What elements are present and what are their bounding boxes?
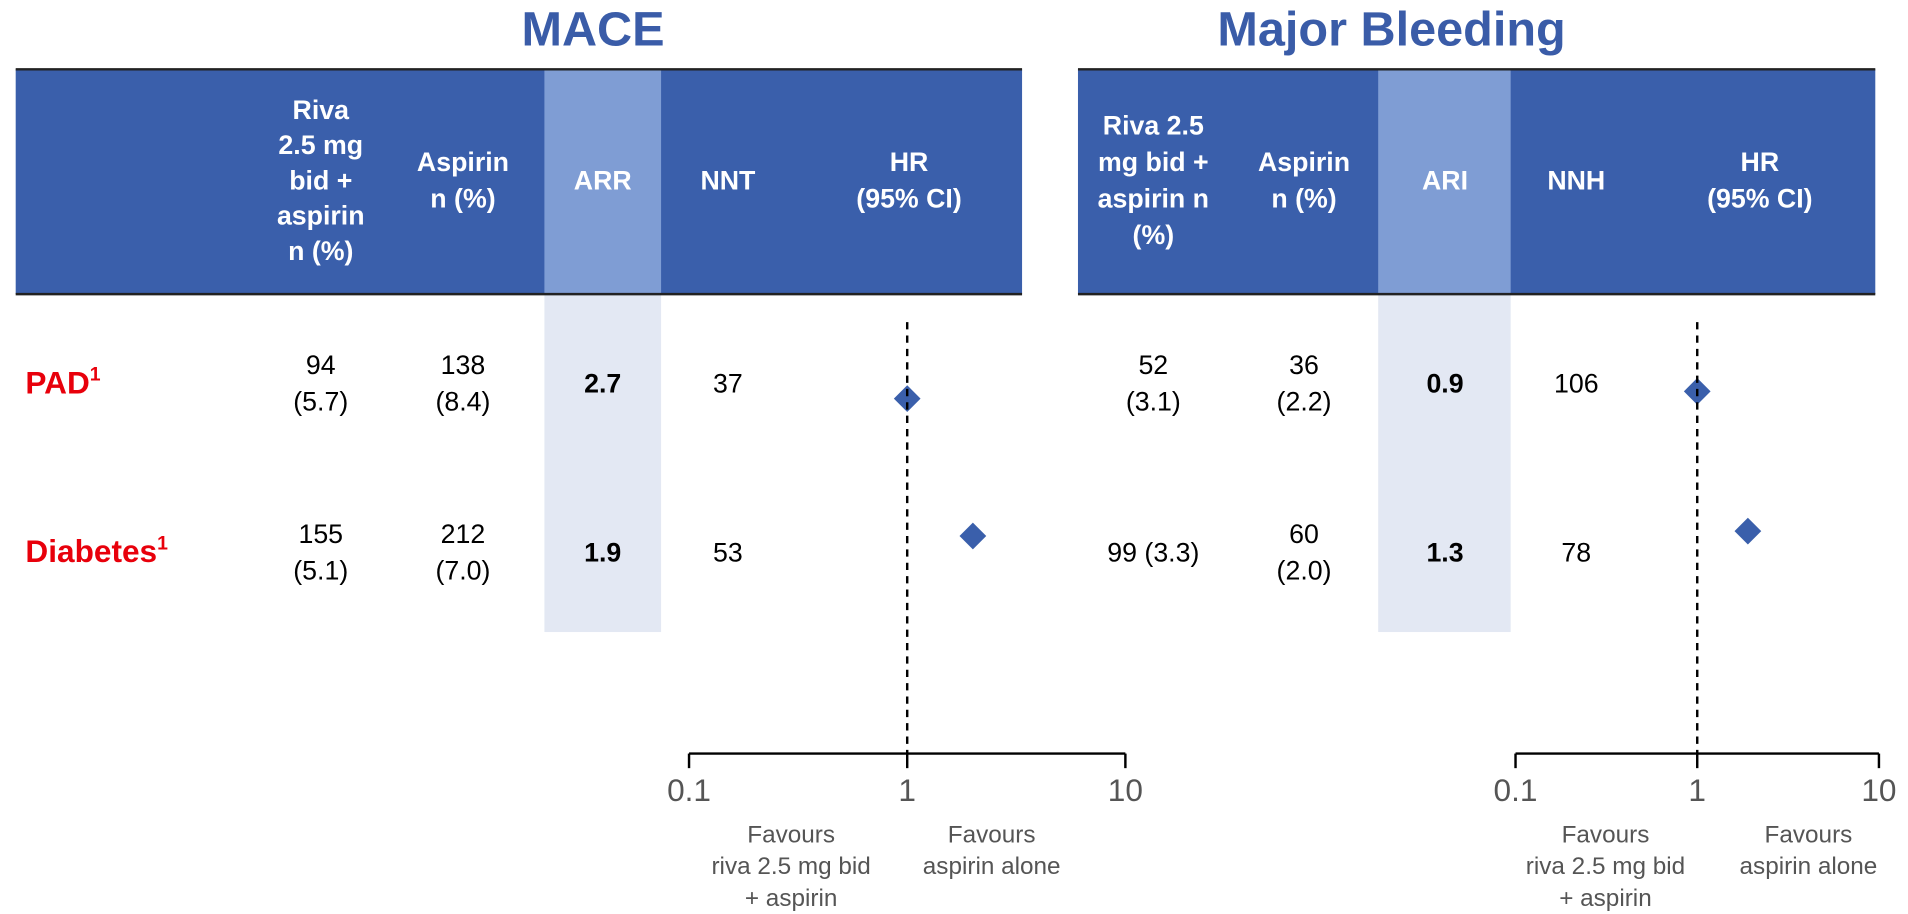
x-tick-label: 0.1 [667, 772, 711, 808]
column-header: Riva [293, 95, 351, 125]
favours-right: Favours [1765, 822, 1853, 849]
hr-diamond [893, 385, 921, 413]
favours-left: riva 2.5 mg bid [711, 853, 870, 880]
cell: (7.0) [435, 556, 490, 586]
cell: 0.9 [1426, 368, 1463, 398]
cell: 1.9 [584, 537, 621, 567]
column-header: aspirin [277, 201, 365, 231]
cell: 1.3 [1426, 537, 1463, 567]
column-header: Aspirin [417, 147, 509, 177]
header-bar [15, 69, 1023, 295]
row-label-note: 1 [90, 364, 101, 386]
favours-left: + aspirin [745, 885, 838, 912]
hr-diamond [959, 522, 987, 550]
column-header: Riva 2.5 [1103, 111, 1204, 141]
cell: 212 [441, 519, 486, 549]
favours-left: riva 2.5 mg bid [1526, 853, 1685, 880]
favours-right: aspirin alone [1740, 853, 1878, 880]
x-tick-label: 0.1 [1494, 772, 1538, 808]
cell: (2.2) [1277, 387, 1332, 417]
cell: 106 [1554, 368, 1599, 398]
cell: 99 (3.3) [1107, 537, 1199, 567]
column-header: bid + [289, 165, 352, 195]
x-tick-label: 1 [1688, 772, 1706, 808]
row-label-text: Diabetes [25, 534, 157, 570]
column-header: (95% CI) [1707, 184, 1812, 214]
column-header: NNH [1547, 165, 1605, 195]
cell: 52 [1138, 350, 1168, 380]
favours-left: Favours [747, 822, 835, 849]
cell: (3.1) [1126, 387, 1181, 417]
column-header: ARR [574, 165, 632, 195]
favours-right: Favours [948, 822, 1036, 849]
column-header: (%) [1133, 220, 1175, 250]
cell: 53 [713, 537, 743, 567]
cell: (5.7) [293, 387, 348, 417]
column-header: 2.5 mg [278, 130, 363, 160]
cell: 2.7 [584, 368, 621, 398]
row-label: Diabetes1 [25, 533, 168, 570]
favours-left: Favours [1562, 822, 1650, 849]
highlight-header [1378, 69, 1511, 295]
x-tick-label: 1 [898, 772, 916, 808]
cell: (8.4) [435, 387, 490, 417]
column-header: ARI [1422, 165, 1468, 195]
column-header: HR [1741, 147, 1780, 177]
row-label-note: 1 [157, 533, 168, 555]
highlight-body [1378, 294, 1511, 633]
cell: 155 [298, 519, 343, 549]
column-header: n (%) [288, 236, 353, 266]
cell: (5.1) [293, 556, 348, 586]
cell: 60 [1289, 519, 1319, 549]
cell: 37 [713, 368, 743, 398]
highlight-header [544, 69, 662, 295]
column-header: HR [890, 147, 929, 177]
column-header: Aspirin [1258, 147, 1350, 177]
panel-title: Major Bleeding [1217, 3, 1565, 57]
column-header: NNT [700, 165, 756, 195]
cell: 78 [1561, 537, 1591, 567]
favours-right: aspirin alone [923, 853, 1061, 880]
column-header: aspirin n [1098, 184, 1209, 214]
cell: (2.0) [1277, 556, 1332, 586]
x-tick-label: 10 [1861, 772, 1896, 808]
panel-title: MACE [521, 3, 664, 57]
cell: 36 [1289, 350, 1319, 380]
cell: 138 [441, 350, 486, 380]
highlight-body [544, 294, 662, 633]
column-header: (95% CI) [856, 184, 961, 214]
cell: 94 [306, 350, 336, 380]
column-header: mg bid + [1098, 147, 1209, 177]
hr-diamond [1734, 517, 1762, 545]
row-label-text: PAD [25, 365, 89, 401]
favours-left: + aspirin [1559, 885, 1652, 912]
x-tick-label: 10 [1108, 772, 1143, 808]
row-label: PAD1 [25, 364, 100, 401]
column-header: n (%) [1271, 184, 1336, 214]
column-header: n (%) [430, 184, 495, 214]
